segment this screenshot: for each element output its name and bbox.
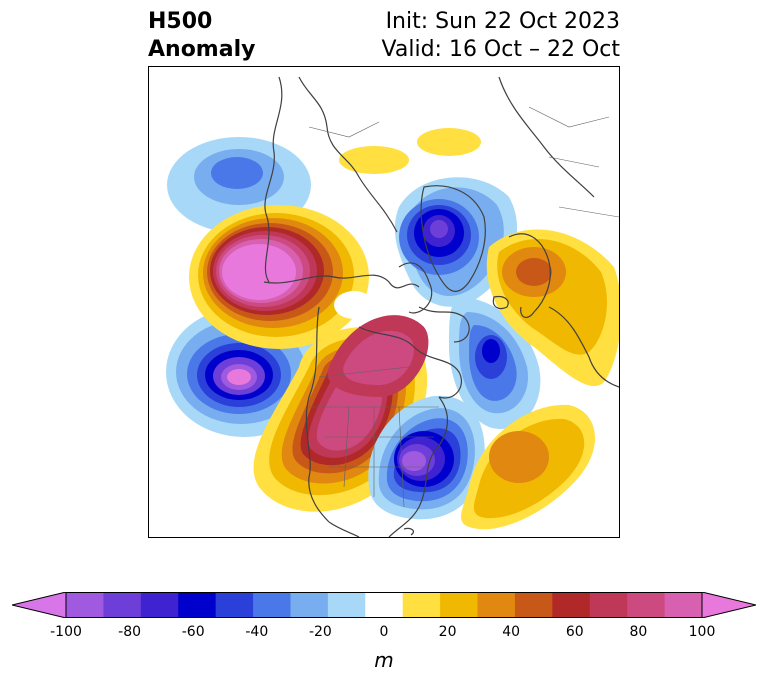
colorbar <box>12 592 756 618</box>
colorbar-unit-label: m <box>374 648 394 672</box>
colorbar-segment <box>215 592 254 618</box>
anomaly-canada-ridge <box>327 315 429 397</box>
colorbar-segment <box>589 592 628 618</box>
colorbar-segments <box>12 592 756 618</box>
colorbar-segment <box>440 592 479 618</box>
valid-range-label: Valid: 16 Oct – 22 Oct <box>381 37 620 62</box>
colorbar-tick-label: 100 <box>688 624 716 640</box>
anomaly-neutral-gap <box>334 291 374 319</box>
colorbar-tick-label: 60 <box>565 624 584 640</box>
colorbar-tick-label: -80 <box>118 624 142 640</box>
anomaly-north-atlantic-high <box>461 404 596 530</box>
colorbar-tick-label: -40 <box>245 624 269 640</box>
colorbar-segment <box>290 592 329 618</box>
colorbar-segment <box>327 592 366 618</box>
anomaly-east-na-low <box>368 395 485 520</box>
anomaly-map <box>166 76 619 537</box>
title-line-2: Anomaly <box>148 37 256 62</box>
colorbar-tick-label: 0 <box>379 624 389 640</box>
map-title: H500 Anomaly <box>148 8 255 64</box>
colorbar-tick-label: -20 <box>308 624 332 640</box>
political-borders <box>308 106 619 508</box>
colorbar-tick-label: 40 <box>502 624 521 640</box>
colorbar-tick-label: 20 <box>438 624 457 640</box>
title-line-1: H500 <box>148 9 213 34</box>
colorbar-segment <box>664 592 703 618</box>
colorbar-segment <box>552 592 591 618</box>
init-date-label: Init: Sun 22 Oct 2023 <box>385 9 620 34</box>
colorbar-segment <box>66 592 104 618</box>
colorbar-extend-max <box>701 592 756 618</box>
colorbar-segment <box>477 592 516 618</box>
colorbar-tick-label: -100 <box>50 624 82 640</box>
colorbar-segment <box>178 592 217 618</box>
colorbar-tick-label: -60 <box>181 624 205 640</box>
colorbar-tick-label: 80 <box>629 624 648 640</box>
anomaly-europe-high <box>486 229 619 387</box>
forecast-dates: Init: Sun 22 Oct 2023 Valid: 16 Oct – 22… <box>382 8 620 64</box>
colorbar-segment <box>253 592 291 618</box>
colorbar-segment <box>514 592 553 618</box>
anomaly-alaska-high <box>189 205 369 349</box>
anomaly-siberia-high <box>339 128 481 174</box>
colorbar-segment <box>365 592 404 618</box>
colorbar-segment <box>140 592 179 618</box>
colorbar-segment <box>402 592 441 618</box>
colorbar-segment <box>627 592 666 618</box>
colorbar-segment <box>103 592 142 618</box>
map-frame <box>148 66 620 538</box>
colorbar-extend-min <box>12 592 67 618</box>
coastlines <box>263 76 619 537</box>
